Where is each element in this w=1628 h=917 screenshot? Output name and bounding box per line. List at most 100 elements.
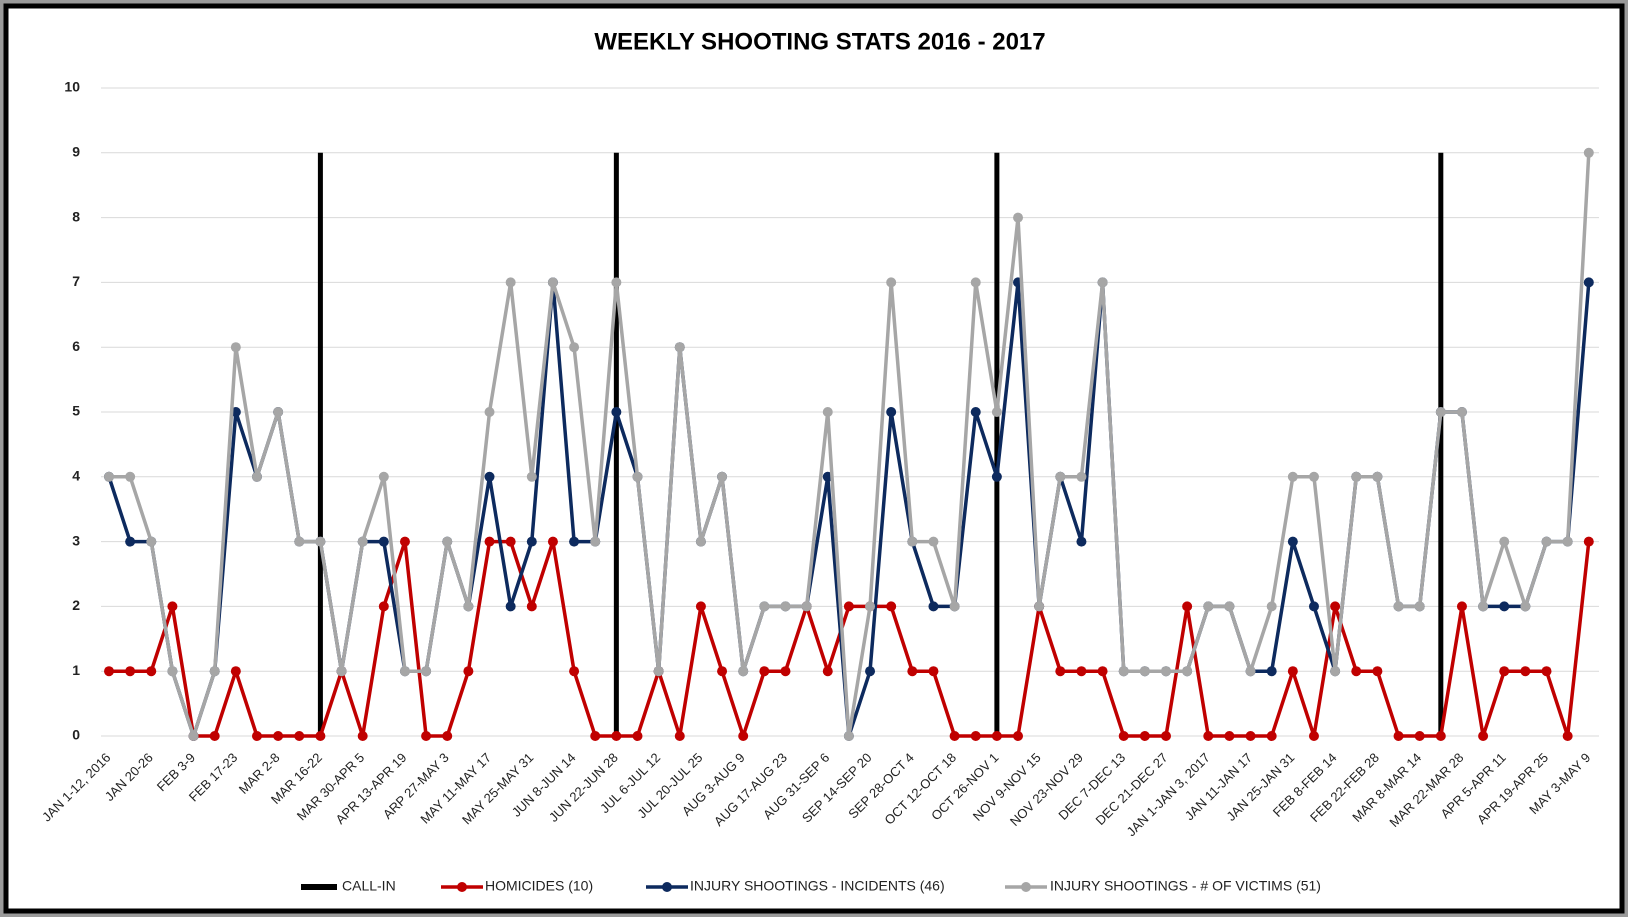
data-point — [991, 731, 1002, 741]
data-point — [1076, 666, 1087, 677]
data-point — [146, 666, 157, 677]
data-point — [1583, 277, 1594, 288]
data-point — [822, 407, 833, 417]
data-point — [865, 666, 876, 677]
data-point — [421, 731, 432, 741]
data-point — [1203, 731, 1214, 741]
y-tick-label: 0 — [72, 727, 80, 743]
data-point — [1330, 666, 1341, 677]
data-point — [822, 666, 833, 677]
data-point — [717, 666, 728, 677]
data-point — [1013, 212, 1024, 223]
data-point — [569, 536, 580, 547]
data-point — [780, 666, 791, 677]
y-tick-label: 10 — [64, 79, 80, 95]
data-point — [230, 342, 241, 353]
data-point — [273, 407, 284, 417]
data-point — [1499, 601, 1510, 612]
data-point — [991, 407, 1002, 417]
y-tick-label: 3 — [72, 532, 80, 548]
y-tick-label: 1 — [72, 662, 80, 678]
data-point — [1118, 731, 1129, 741]
data-point — [209, 731, 220, 741]
data-point — [949, 731, 960, 741]
data-point — [1013, 731, 1024, 741]
data-point — [442, 731, 453, 741]
y-tick-label: 2 — [72, 597, 80, 613]
data-point — [1266, 666, 1277, 677]
chart-frame — [3, 3, 1625, 914]
data-point — [104, 471, 114, 482]
data-point — [1308, 471, 1319, 482]
data-point — [928, 666, 939, 677]
data-point — [780, 601, 791, 612]
data-point — [104, 666, 114, 677]
data-point — [315, 731, 326, 741]
data-point — [843, 601, 854, 612]
y-tick-label: 4 — [72, 468, 80, 484]
data-point — [357, 731, 368, 741]
data-point — [632, 471, 643, 482]
data-point — [1224, 601, 1235, 612]
data-point — [1139, 731, 1150, 741]
data-point — [125, 666, 136, 677]
legend-label: INJURY SHOOTINGS - # OF VICTIMS (51) — [1050, 878, 1321, 894]
data-point — [907, 536, 918, 547]
data-point — [1034, 601, 1045, 612]
data-point — [1330, 601, 1341, 612]
data-point — [1562, 731, 1573, 741]
data-point — [547, 277, 558, 288]
data-point — [378, 601, 389, 612]
data-point — [886, 407, 897, 417]
data-point — [1414, 601, 1425, 612]
data-point — [273, 731, 284, 741]
data-point — [928, 601, 939, 612]
data-point — [1520, 666, 1531, 677]
data-point — [1287, 666, 1298, 677]
data-point — [1245, 666, 1256, 677]
data-point — [653, 666, 664, 677]
data-point — [251, 471, 262, 482]
data-point — [991, 471, 1002, 482]
data-point — [125, 471, 136, 482]
legend-marker — [1021, 882, 1031, 892]
data-point — [738, 666, 749, 677]
data-point — [230, 666, 241, 677]
data-point — [167, 666, 178, 677]
data-point — [1520, 601, 1531, 612]
data-point — [1456, 601, 1467, 612]
data-point — [1266, 731, 1277, 741]
data-point — [970, 277, 981, 288]
data-point — [949, 601, 960, 612]
data-point — [759, 601, 770, 612]
data-point — [738, 731, 749, 741]
data-point — [378, 536, 389, 547]
data-point — [717, 471, 728, 482]
data-point — [1499, 536, 1510, 547]
data-point — [526, 536, 537, 547]
data-point — [1541, 666, 1552, 677]
data-point — [1097, 277, 1108, 288]
data-point — [1478, 601, 1489, 612]
data-point — [1499, 666, 1510, 677]
data-point — [484, 471, 495, 482]
legend-marker — [457, 882, 467, 892]
data-point — [421, 666, 432, 677]
data-point — [188, 731, 199, 741]
data-point — [484, 536, 495, 547]
data-point — [1393, 601, 1404, 612]
data-point — [1182, 666, 1193, 677]
data-point — [399, 666, 410, 677]
data-point — [1055, 666, 1066, 677]
data-point — [970, 731, 981, 741]
data-point — [1076, 536, 1087, 547]
data-point — [125, 536, 136, 547]
data-point — [505, 277, 516, 288]
data-point — [1435, 407, 1446, 417]
data-point — [886, 277, 897, 288]
data-point — [611, 731, 622, 741]
data-point — [1118, 666, 1129, 677]
y-tick-label: 9 — [72, 144, 80, 160]
y-tick-label: 5 — [72, 403, 80, 419]
